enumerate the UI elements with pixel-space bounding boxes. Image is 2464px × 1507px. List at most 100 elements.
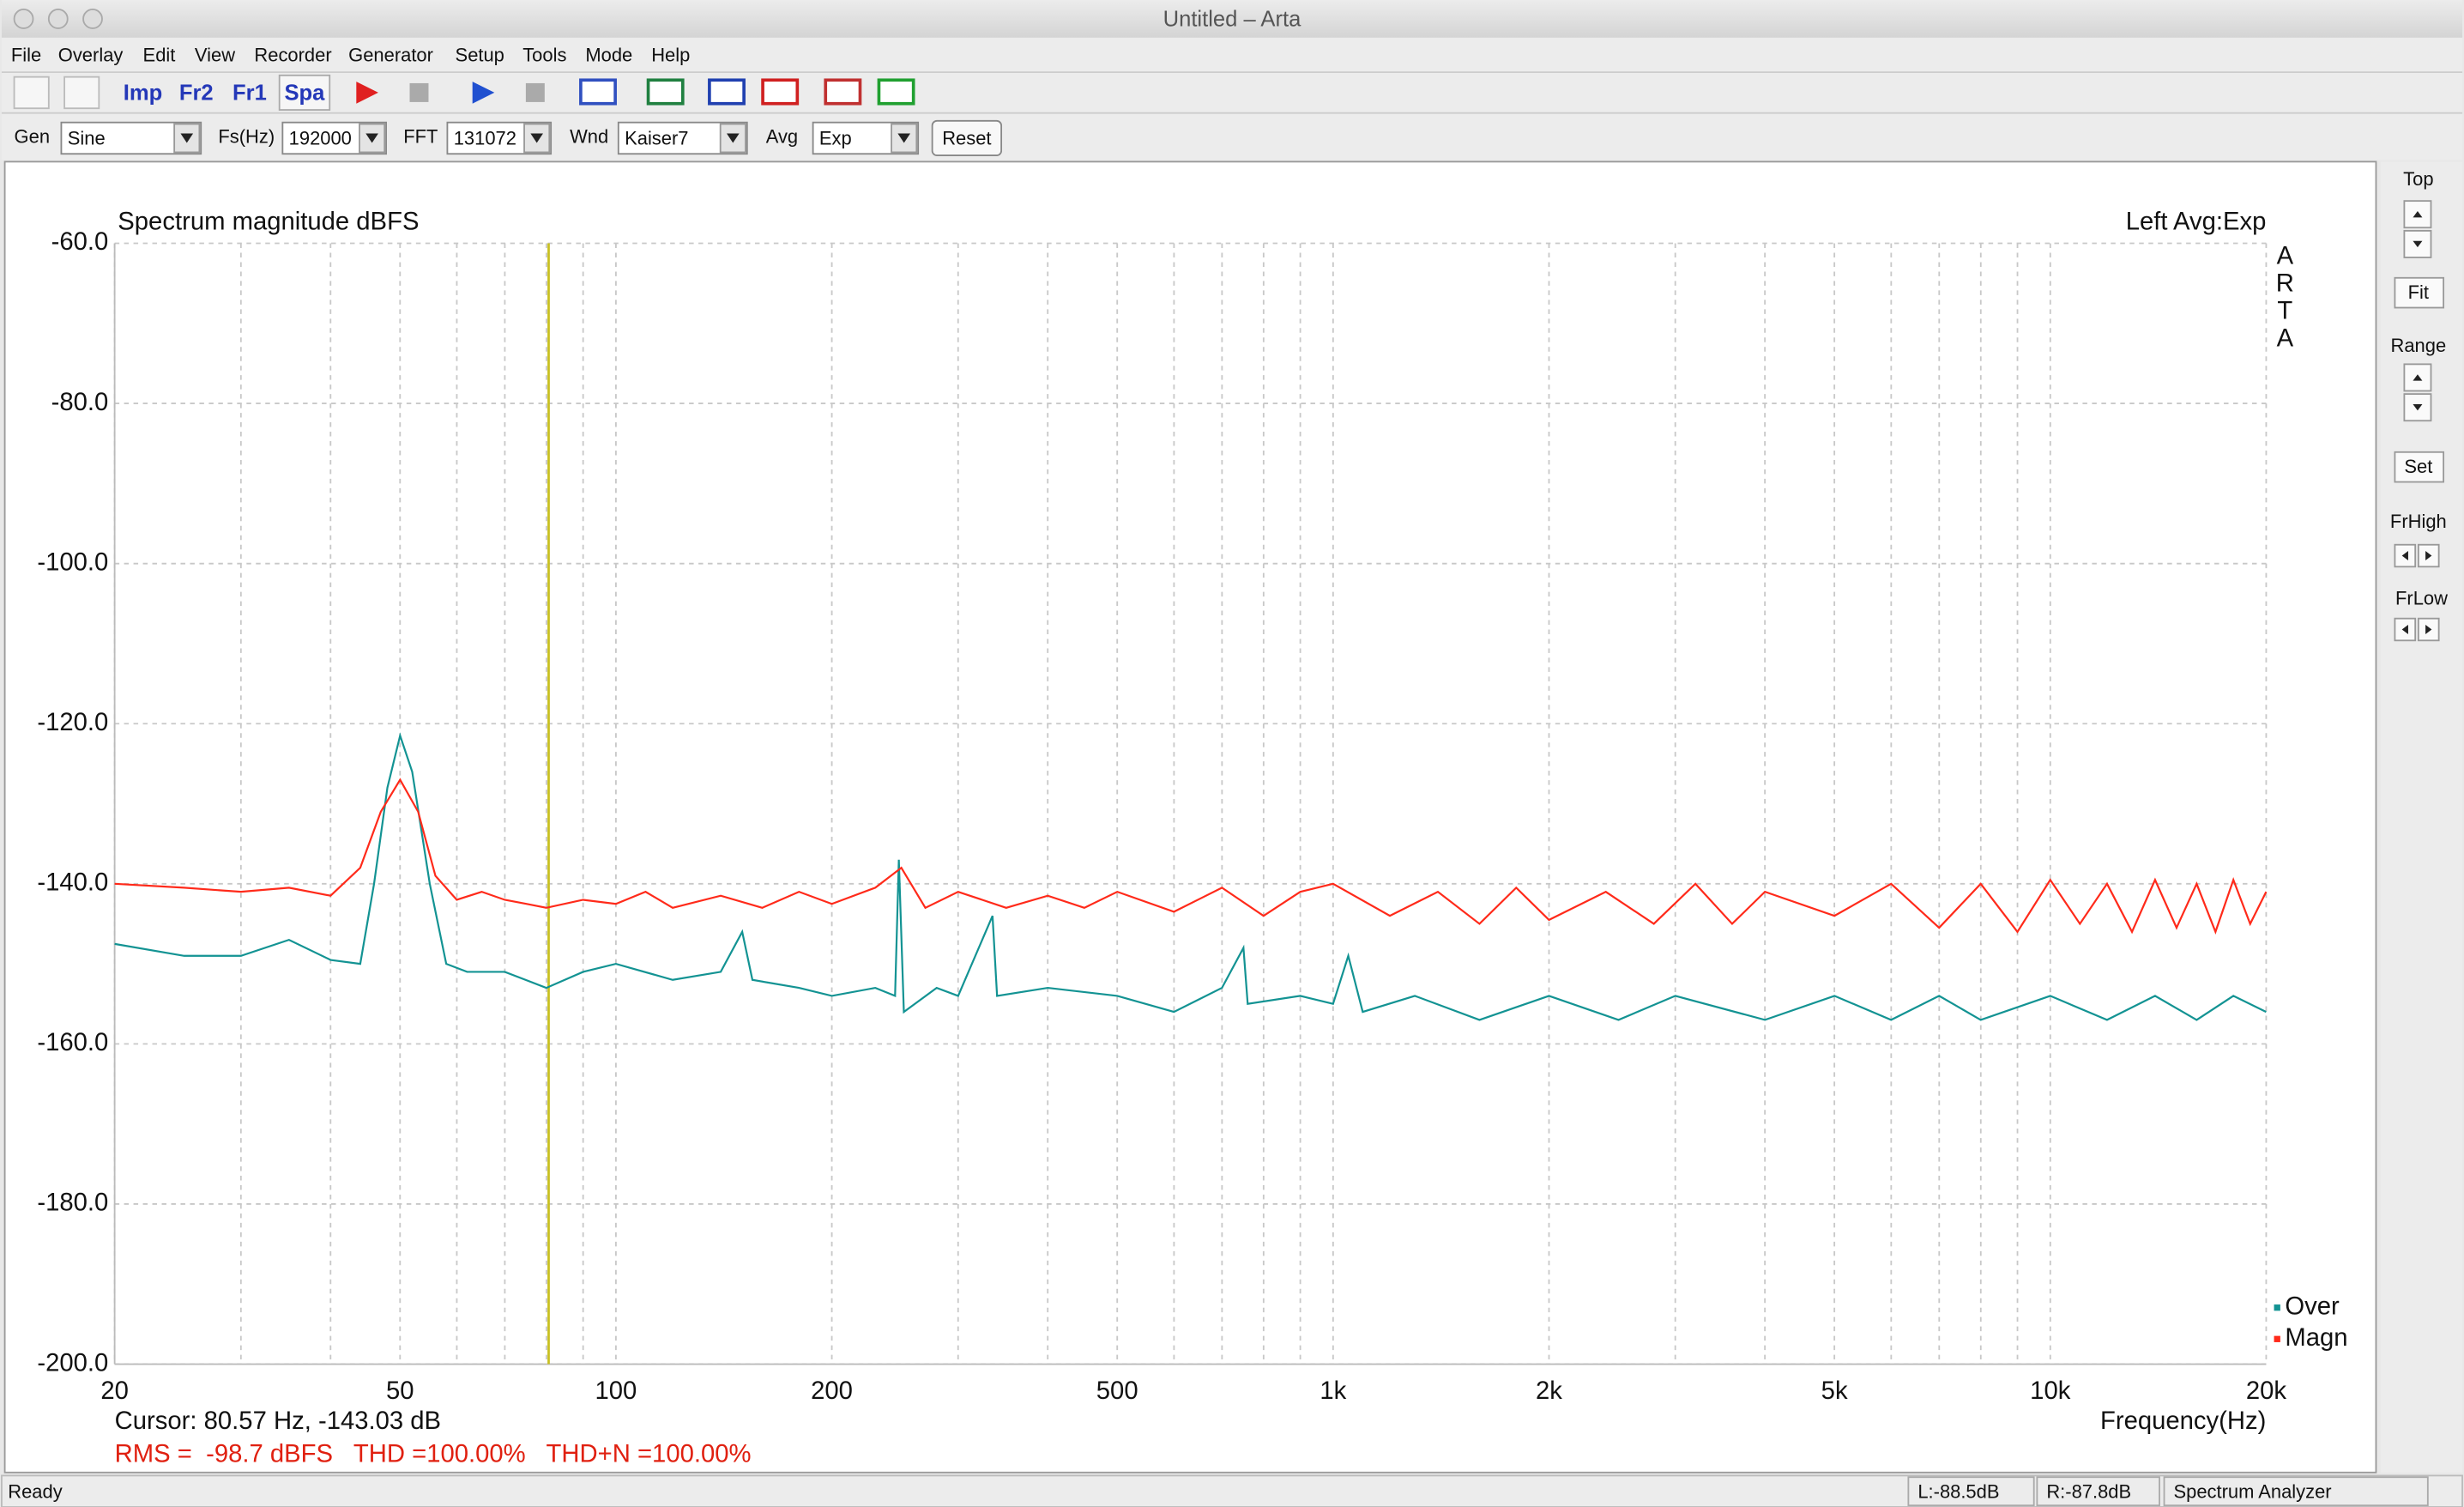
control-label: Wnd bbox=[570, 126, 608, 148]
y-tick-label: -140.0 bbox=[37, 869, 108, 897]
menu-item[interactable]: Help bbox=[651, 45, 690, 66]
tool-icon[interactable] bbox=[877, 78, 915, 106]
dropdown-arrow-box[interactable] bbox=[719, 123, 746, 154]
series-line bbox=[114, 732, 2267, 1021]
status-text: Spectrum Analyzer bbox=[2174, 1480, 2332, 1502]
tool-icon[interactable] bbox=[824, 78, 862, 106]
x-tick-label: 50 bbox=[386, 1377, 414, 1405]
logo-letter: R bbox=[2276, 270, 2294, 298]
control-label: Gen bbox=[15, 126, 50, 148]
tool-icon[interactable] bbox=[579, 78, 617, 106]
record-icon[interactable] bbox=[356, 82, 378, 104]
set-button[interactable] bbox=[2394, 451, 2445, 483]
set-label[interactable]: Set bbox=[2404, 456, 2432, 477]
tool-button[interactable] bbox=[63, 76, 100, 110]
status-text: Ready bbox=[8, 1480, 62, 1502]
tool-icon[interactable] bbox=[761, 78, 800, 106]
close-button[interactable] bbox=[13, 9, 34, 29]
legend-swatch bbox=[2274, 1335, 2280, 1342]
control-label: Avg bbox=[766, 126, 798, 148]
cursor-readout: Cursor: 80.57 Hz, -143.03 dB bbox=[115, 1407, 441, 1435]
logo-letter: A bbox=[2277, 243, 2294, 270]
spin-arrow[interactable] bbox=[2413, 404, 2423, 411]
spin-arrow[interactable] bbox=[2413, 240, 2423, 248]
channel-label: Left Avg:Exp bbox=[2126, 208, 2267, 235]
y-tick-label: -180.0 bbox=[37, 1189, 108, 1217]
y-tick-label: -60.0 bbox=[51, 228, 109, 256]
control-label: Fs(Hz) bbox=[218, 126, 275, 148]
stop-icon[interactable] bbox=[525, 82, 545, 102]
series-line bbox=[114, 778, 2268, 935]
tool-icon[interactable] bbox=[646, 78, 685, 106]
menu-item[interactable]: Tools bbox=[522, 45, 566, 66]
status-cell bbox=[1907, 1476, 2035, 1507]
dropdown-value[interactable]: 131072 bbox=[454, 128, 516, 149]
menu-item[interactable]: Generator bbox=[348, 45, 433, 66]
y-tick-label: -160.0 bbox=[37, 1029, 108, 1056]
spin-arrow[interactable] bbox=[2401, 551, 2408, 561]
spin-arrow[interactable] bbox=[2425, 551, 2432, 561]
tool-button-label[interactable]: Spa bbox=[284, 82, 325, 106]
x-tick-label: 100 bbox=[595, 1377, 637, 1405]
dropdown-value[interactable]: 192000 bbox=[289, 128, 352, 149]
panel-label: Top bbox=[2403, 168, 2433, 190]
logo-letter: A bbox=[2277, 325, 2294, 353]
play-icon[interactable] bbox=[472, 82, 495, 104]
stop-icon[interactable] bbox=[409, 82, 429, 102]
chart-title: Spectrum magnitude dBFS bbox=[118, 208, 419, 235]
tool-button[interactable] bbox=[13, 76, 50, 110]
x-tick-label: 500 bbox=[1096, 1377, 1138, 1405]
tool-button-label[interactable]: Fr1 bbox=[233, 82, 267, 106]
dropdown-value[interactable]: Sine bbox=[68, 128, 106, 149]
dropdown-arrow[interactable] bbox=[727, 133, 740, 143]
y-tick-label: -120.0 bbox=[37, 709, 108, 736]
side-panel bbox=[2380, 161, 2463, 1473]
minimize-button[interactable] bbox=[47, 9, 69, 29]
status-bar bbox=[1, 1474, 2463, 1507]
x-tick-label: 5k bbox=[1821, 1377, 1848, 1405]
tool-icon[interactable] bbox=[708, 78, 746, 106]
x-tick-label: 1k bbox=[1320, 1377, 1346, 1405]
reset-label[interactable]: Reset bbox=[942, 128, 991, 149]
status-cell bbox=[2036, 1476, 2160, 1507]
x-tick-label: 20 bbox=[100, 1377, 129, 1405]
menu-item[interactable]: Setup bbox=[456, 45, 504, 66]
dropdown-value[interactable]: Exp bbox=[819, 128, 852, 149]
panel-label: FrLow bbox=[2395, 588, 2448, 609]
panel-label: Range bbox=[2391, 335, 2447, 356]
fit-button[interactable] bbox=[2394, 276, 2445, 309]
control-label: FFT bbox=[403, 126, 438, 148]
summary-readout: RMS = -98.7 dBFS THD =100.00% THD+N =100… bbox=[115, 1440, 752, 1468]
status-text: L:-88.5dB bbox=[1917, 1480, 1999, 1502]
zoom-button[interactable] bbox=[82, 9, 103, 29]
dropdown-arrow[interactable] bbox=[897, 133, 911, 143]
window-title: Untitled – Arta bbox=[1163, 8, 1302, 32]
title-bar bbox=[1, 0, 2463, 38]
x-tick-label: 200 bbox=[811, 1377, 853, 1405]
menu-item[interactable]: View bbox=[195, 45, 235, 66]
tool-button-label[interactable]: Fr2 bbox=[179, 82, 214, 106]
dropdown-arrow[interactable] bbox=[180, 133, 194, 143]
menu-item[interactable]: Recorder bbox=[254, 45, 331, 66]
spin-arrow[interactable] bbox=[2413, 374, 2423, 381]
menu-item[interactable]: File bbox=[11, 45, 41, 66]
dropdown-arrow[interactable] bbox=[365, 133, 378, 143]
logo-letter: T bbox=[2277, 298, 2292, 325]
menu-item[interactable]: Edit bbox=[143, 45, 176, 66]
reset-button[interactable] bbox=[931, 119, 1003, 157]
tool-button[interactable] bbox=[278, 74, 331, 111]
menu-item[interactable]: Overlay bbox=[58, 45, 124, 66]
fit-label[interactable]: Fit bbox=[2408, 281, 2429, 303]
menu-item[interactable]: Mode bbox=[585, 45, 632, 66]
tool-button-label[interactable]: Imp bbox=[124, 82, 163, 106]
legend-label: Magn bbox=[2285, 1324, 2347, 1352]
dropdown-value[interactable]: Kaiser7 bbox=[625, 128, 688, 149]
x-tick-label: 2k bbox=[1536, 1377, 1562, 1405]
spin-arrow[interactable] bbox=[2401, 625, 2408, 634]
spin-arrow[interactable] bbox=[2425, 625, 2432, 634]
y-tick-label: -80.0 bbox=[51, 389, 109, 416]
spin-arrow[interactable] bbox=[2413, 211, 2423, 218]
dropdown-arrow[interactable] bbox=[530, 133, 543, 143]
